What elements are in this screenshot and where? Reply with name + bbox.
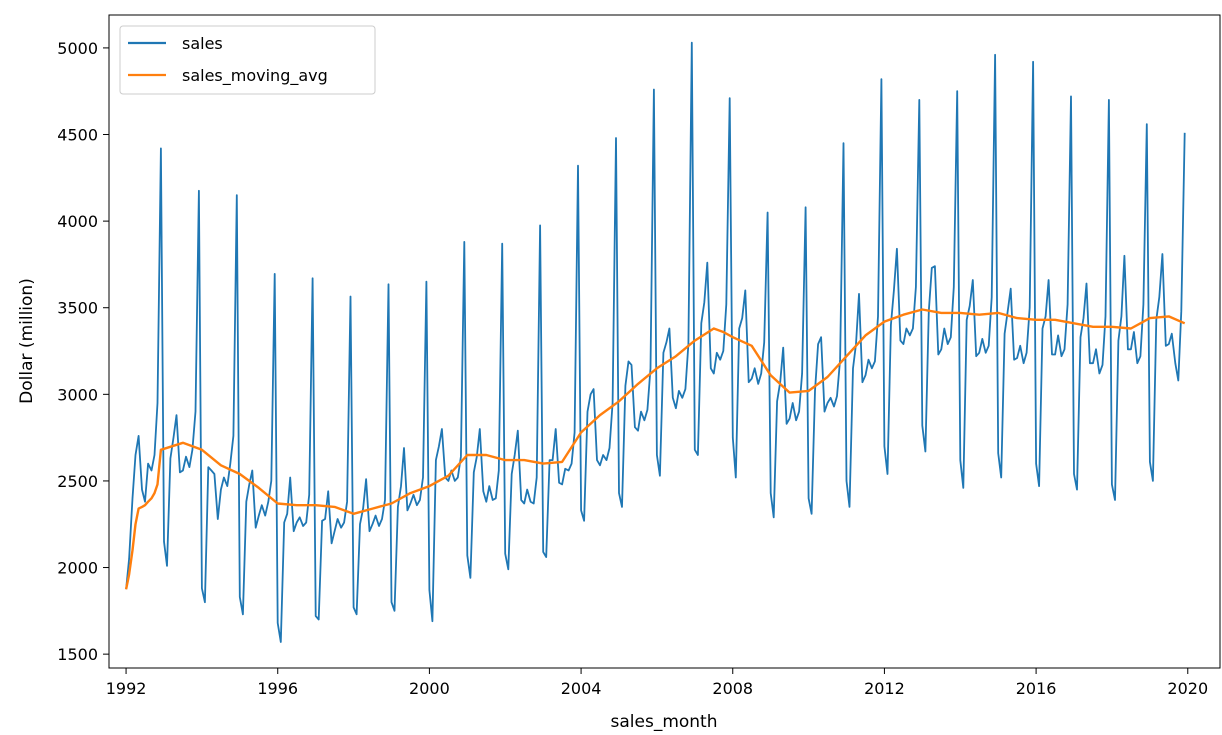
series-line-sales xyxy=(125,41,1186,643)
legend: sales sales_moving_avg xyxy=(119,25,376,95)
x-tick-label: 1992 xyxy=(106,679,147,698)
y-tick-label: 2500 xyxy=(57,472,98,491)
x-tick-label: 2016 xyxy=(1016,679,1057,698)
x-tick-label: 2020 xyxy=(1167,679,1208,698)
y-tick-label: 4000 xyxy=(57,212,98,231)
plot-frame xyxy=(108,14,1221,669)
axes-layer: 1992 1996 2000 2004 2008 2012 2016 2020 1500 2000… xyxy=(57,39,1208,698)
legend-label-sales-moving-avg: sales_moving_avg xyxy=(182,66,328,86)
y-tick-label: 3000 xyxy=(57,385,98,404)
y-tick-label: 4500 xyxy=(57,126,98,145)
x-tick-label: 1996 xyxy=(257,679,298,698)
y-tick-label: 2000 xyxy=(57,559,98,578)
series-line-sales-moving-avg xyxy=(124,308,1186,590)
x-tick-label: 2012 xyxy=(864,679,905,698)
x-tick-label: 2000 xyxy=(409,679,450,698)
y-tick-label: 3500 xyxy=(57,299,98,318)
x-tick-label: 2004 xyxy=(561,679,602,698)
y-tick-label: 5000 xyxy=(57,39,98,58)
legend-box xyxy=(119,25,376,95)
y-axis-label: Dollar (million) xyxy=(17,278,37,404)
legend-label-sales: sales xyxy=(182,34,223,53)
x-axis-label: sales_month xyxy=(611,712,718,732)
series-layer xyxy=(124,41,1186,643)
x-tick-label: 2008 xyxy=(712,679,753,698)
y-tick-label: 1500 xyxy=(57,645,98,664)
